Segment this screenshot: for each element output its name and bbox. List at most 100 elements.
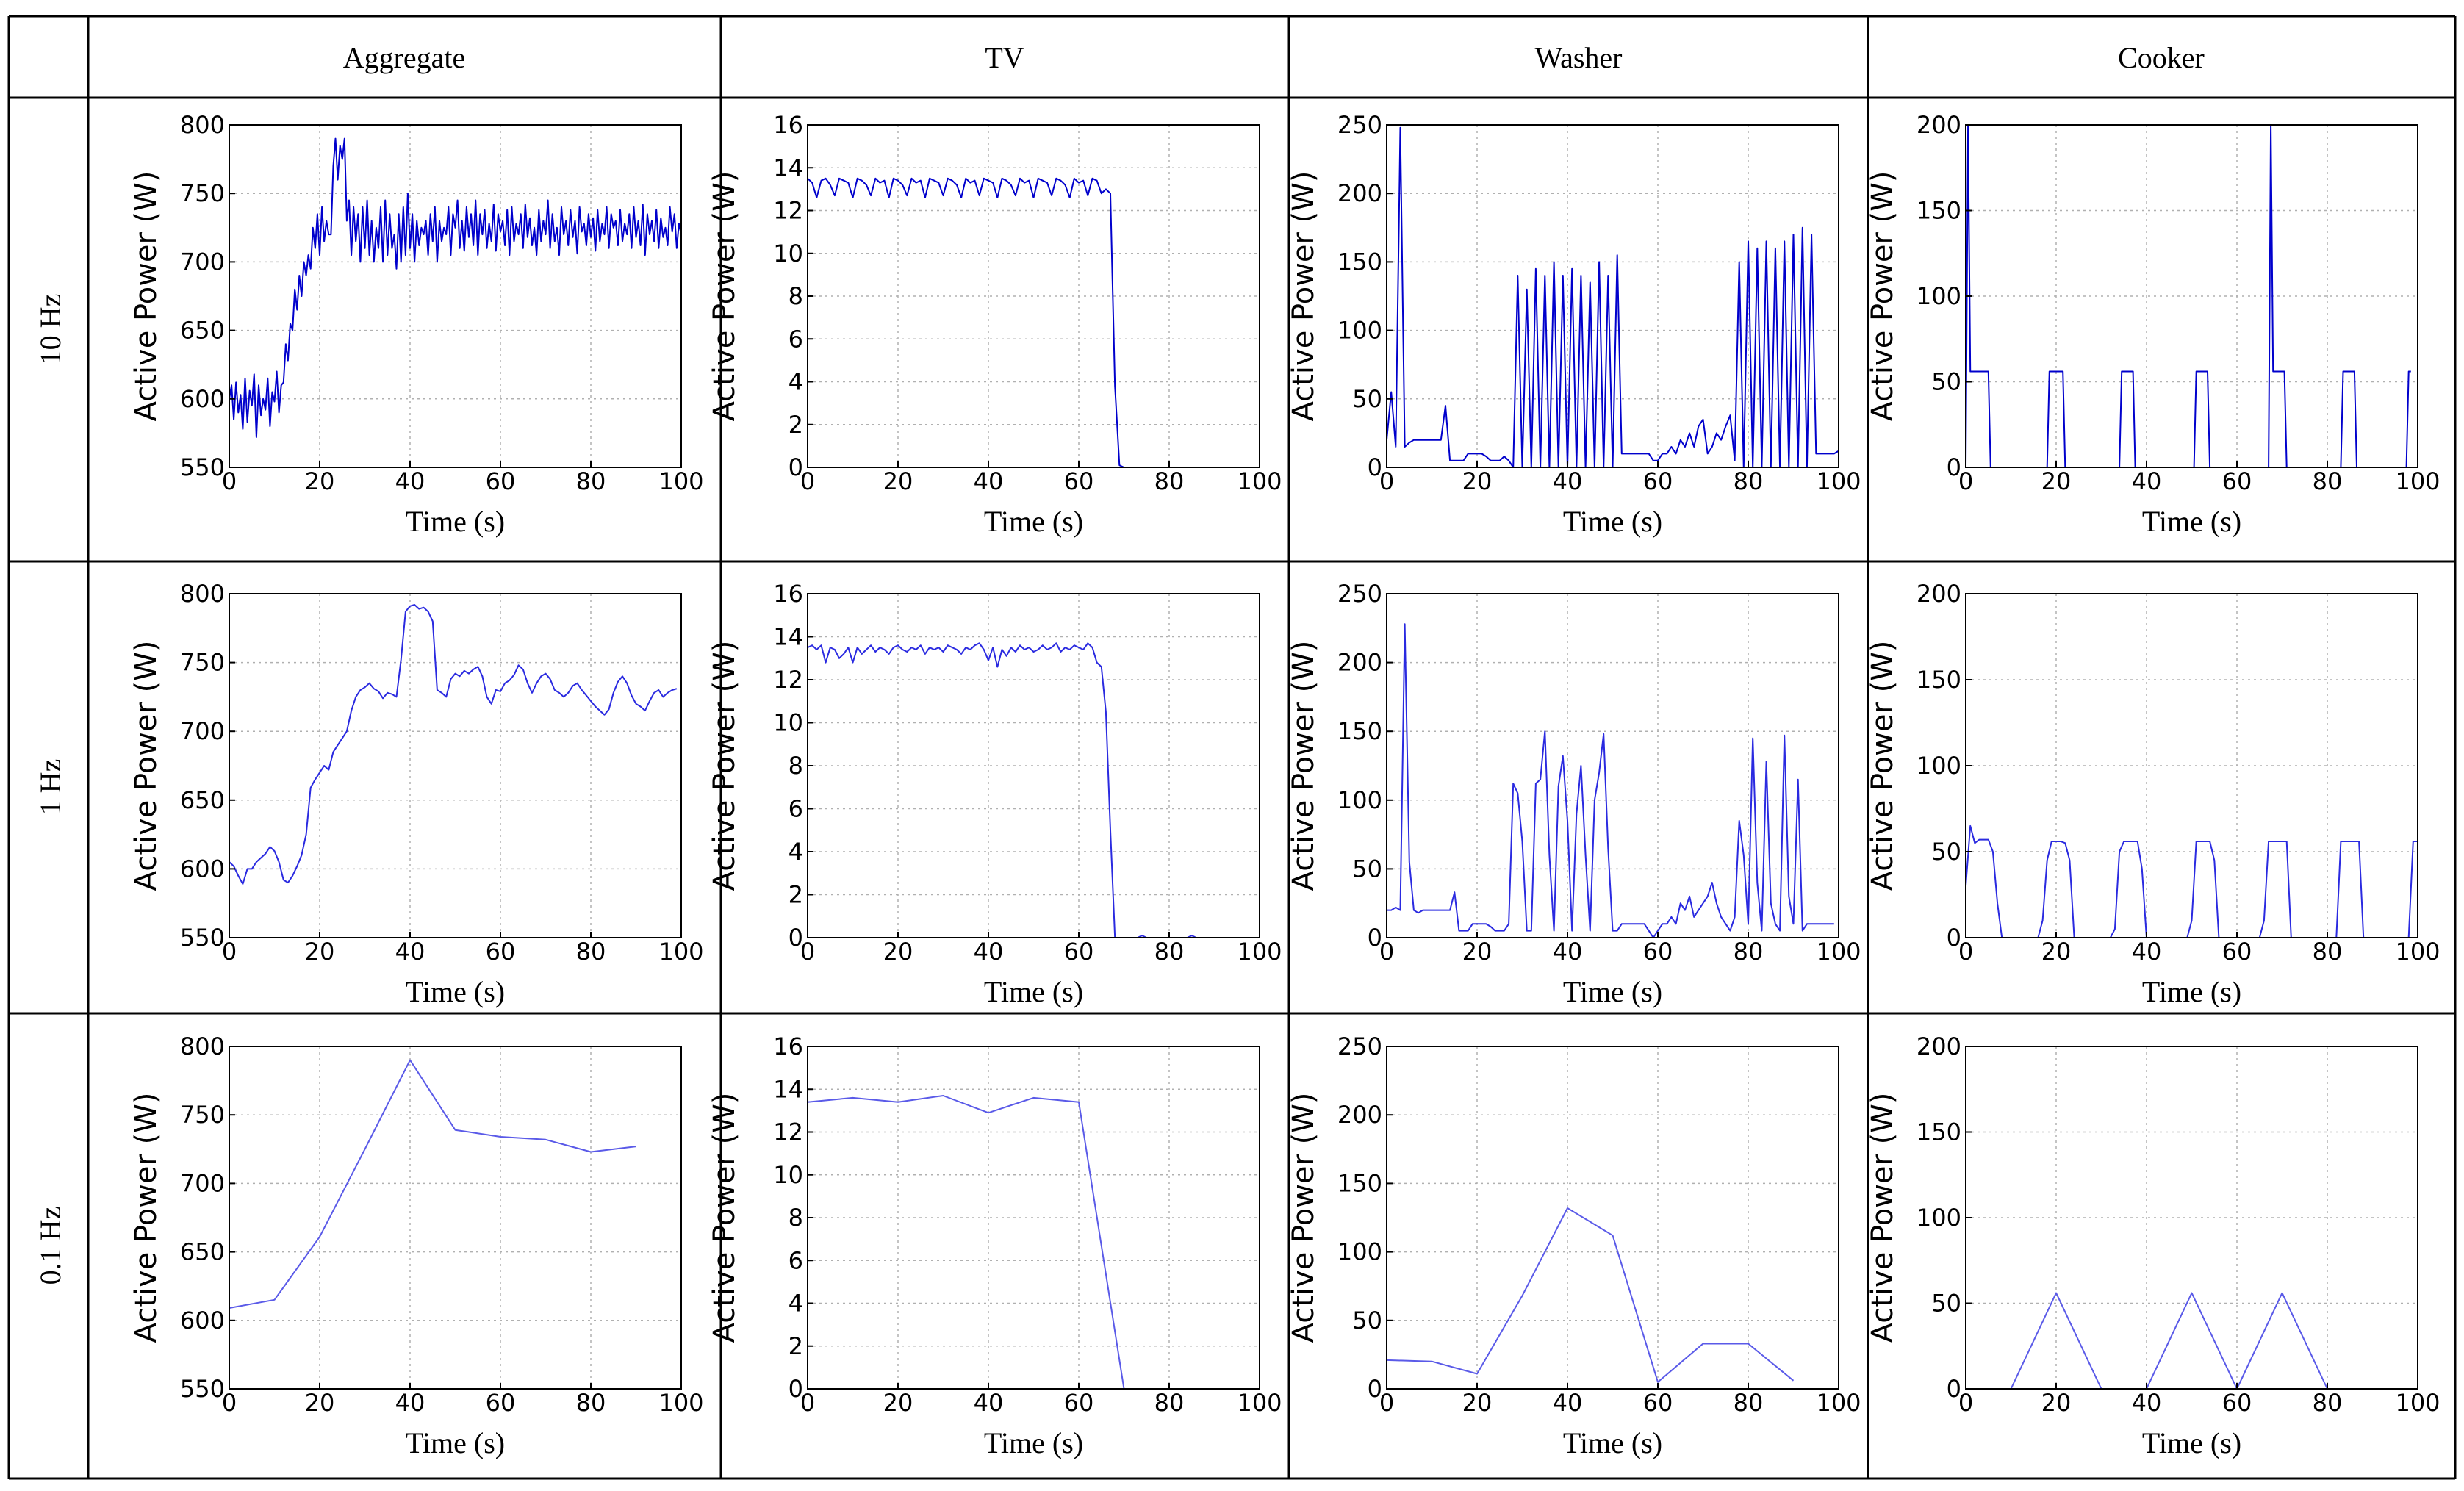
y-tick-label: 50 (1931, 838, 1961, 866)
x-tick-label: 80 (576, 938, 606, 966)
y-tick-label: 200 (1337, 179, 1382, 207)
y-tick-label: 50 (1352, 855, 1382, 883)
y-tick-label: 650 (180, 1238, 225, 1266)
y-tick-label: 100 (1917, 752, 1961, 780)
y-tick-label: 0 (1947, 453, 1961, 481)
row-header-1hz: 1 Hz (34, 759, 67, 816)
y-tick-label: 12 (773, 666, 803, 694)
x-tick-label: 20 (1462, 1389, 1493, 1417)
x-tick-label: 80 (576, 467, 606, 495)
x-tick-label: 60 (1643, 467, 1673, 495)
x-axis-label: Time (s) (1563, 1426, 1662, 1459)
y-axis-label: Active Power (W) (1866, 171, 1900, 422)
series-line-wash-01 (1386, 1207, 1795, 1383)
x-tick-label: 80 (1734, 938, 1764, 966)
series-line-wash-10 (1386, 126, 1839, 468)
x-axis-label: Time (s) (1563, 975, 1662, 1008)
series-line-cook-1 (1965, 824, 2418, 938)
y-tick-label: 800 (180, 111, 225, 139)
x-tick-label: 100 (1237, 938, 1282, 966)
y-tick-label: 0 (1947, 924, 1961, 952)
x-tick-label: 100 (2395, 1389, 2440, 1417)
x-tick-label: 60 (2222, 938, 2252, 966)
chart-tv-10: 0 20 40 60 80 100 0 2 4 6 8 10 12 14 16 Time (s) Active … (708, 111, 1282, 538)
chart-agg-1: 0 20 40 60 80 100 550 600 650 700 750 800 Time (s) Ac… (129, 580, 704, 1008)
plot-frame (1386, 1046, 1839, 1390)
y-tick-label: 150 (1337, 717, 1382, 745)
x-tick-label: 40 (1553, 938, 1583, 966)
y-tick-label: 150 (1917, 1118, 1961, 1146)
x-tick-label: 0 (222, 467, 237, 495)
y-tick-label: 600 (180, 385, 225, 413)
x-tick-label: 20 (2041, 467, 2072, 495)
y-tick-label: 0 (789, 453, 803, 481)
x-tick-label: 0 (800, 467, 815, 495)
x-tick-label: 0 (1958, 938, 1973, 966)
x-tick-label: 20 (883, 938, 913, 966)
chart-tv-01: 0 20 40 60 80 100 0 2 4 6 8 10 12 14 16 Time (s) Active … (708, 1032, 1282, 1459)
y-tick-label: 250 (1337, 1032, 1382, 1060)
y-tick-label: 4 (789, 1290, 803, 1318)
y-tick-label: 550 (180, 453, 225, 481)
y-tick-label: 150 (1337, 1169, 1382, 1197)
y-tick-label: 10 (773, 1161, 803, 1189)
chart-wash-10: 0 20 40 60 80 100 0 50 100 150 200 250 Time (s) Activ… (1287, 111, 1861, 538)
y-tick-label: 8 (789, 752, 803, 780)
x-tick-label: 60 (1064, 467, 1094, 495)
x-axis-label: Time (s) (984, 505, 1083, 538)
x-tick-label: 80 (1734, 1389, 1764, 1417)
x-tick-label: 80 (1154, 1389, 1185, 1417)
y-tick-label: 4 (789, 368, 803, 396)
plot-frame (1386, 124, 1839, 468)
x-tick-label: 80 (576, 1389, 606, 1417)
y-tick-label: 6 (789, 325, 803, 353)
x-tick-label: 20 (305, 938, 335, 966)
x-tick-label: 80 (1154, 467, 1185, 495)
y-axis-label: Active Power (W) (1866, 641, 1900, 891)
y-axis-label: Active Power (W) (1287, 171, 1321, 422)
y-tick-label: 0 (1368, 453, 1382, 481)
x-tick-label: 100 (2395, 467, 2440, 495)
x-tick-label: 20 (1462, 938, 1493, 966)
x-axis-label: Time (s) (984, 975, 1083, 1008)
y-tick-label: 100 (1337, 317, 1382, 345)
x-tick-label: 0 (1958, 1389, 1973, 1417)
x-tick-label: 100 (1237, 1389, 1282, 1417)
column-header-aggregate: Aggregate (343, 41, 466, 74)
y-axis-label: Active Power (W) (708, 171, 741, 422)
x-tick-label: 40 (1553, 1389, 1583, 1417)
x-tick-label: 0 (800, 938, 815, 966)
y-tick-label: 600 (180, 1307, 225, 1334)
y-axis-label: Active Power (W) (708, 641, 741, 891)
y-tick-label: 800 (180, 580, 225, 608)
y-tick-label: 550 (180, 924, 225, 952)
y-tick-label: 600 (180, 855, 225, 883)
chart-agg-01: 0 20 40 60 80 100 550 600 650 700 750 800 Time (s) Ac… (129, 1032, 704, 1459)
x-tick-label: 0 (1958, 467, 1973, 495)
x-tick-label: 80 (2313, 1389, 2343, 1417)
x-tick-label: 100 (658, 938, 703, 966)
x-tick-label: 40 (2132, 938, 2162, 966)
y-axis-label: Active Power (W) (1866, 1093, 1900, 1343)
plot-frame (229, 1046, 682, 1390)
x-tick-label: 20 (1462, 467, 1493, 495)
x-axis-label: Time (s) (406, 975, 505, 1008)
x-axis-label: Time (s) (2142, 505, 2241, 538)
x-tick-label: 40 (395, 938, 425, 966)
x-tick-label: 0 (800, 1389, 815, 1417)
plot-frame (1386, 593, 1839, 938)
y-tick-label: 250 (1337, 111, 1382, 139)
y-tick-label: 100 (1917, 1204, 1961, 1232)
y-tick-label: 6 (789, 795, 803, 823)
x-tick-label: 0 (1379, 938, 1394, 966)
x-tick-label: 20 (2041, 1389, 2072, 1417)
column-header-cooker: Cooker (2118, 41, 2205, 74)
y-tick-label: 50 (1352, 1307, 1382, 1334)
chart-cook-10: 0 20 40 60 80 100 0 50 100 150 200 Time (s) Active P… (1866, 111, 2440, 538)
x-tick-label: 40 (974, 938, 1004, 966)
x-tick-label: 100 (2395, 938, 2440, 966)
y-tick-label: 8 (789, 282, 803, 310)
x-tick-label: 20 (305, 467, 335, 495)
y-tick-label: 0 (1947, 1375, 1961, 1403)
